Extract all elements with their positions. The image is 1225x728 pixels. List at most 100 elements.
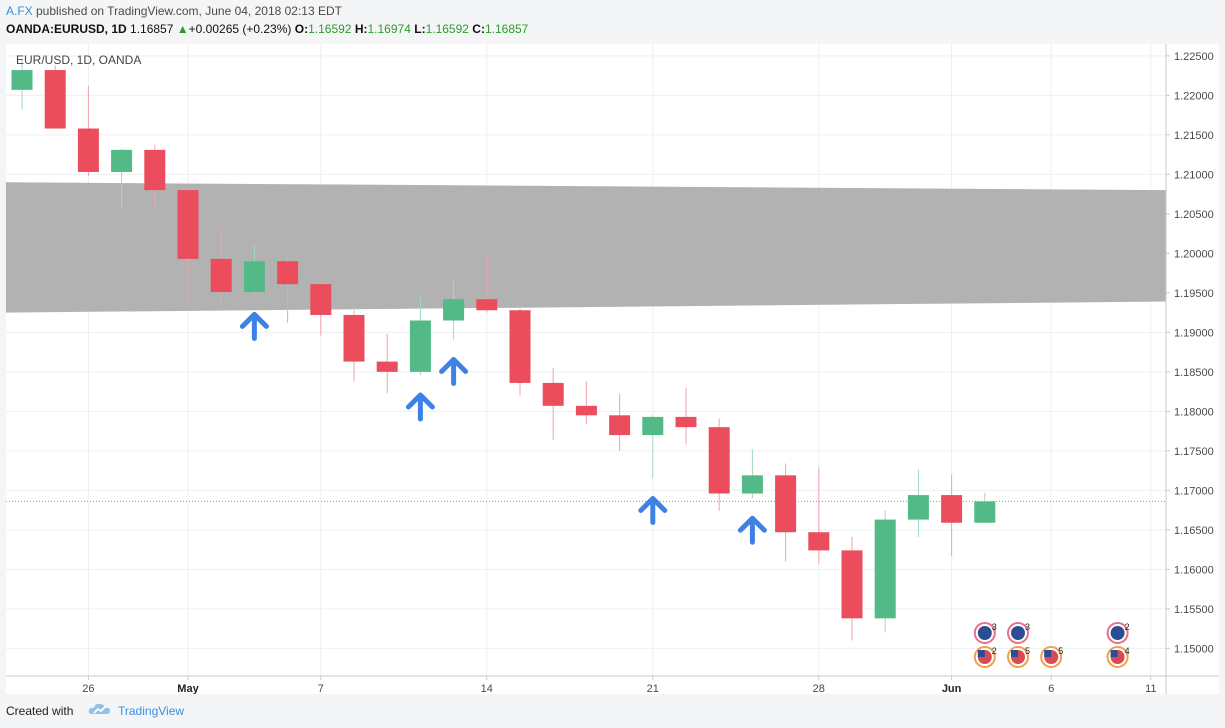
candle (974, 492, 996, 523)
close-label: C: (472, 22, 485, 36)
price-tick-label: 1.16500 (1174, 525, 1214, 537)
candle (841, 536, 863, 641)
candle-body-up (111, 149, 133, 172)
candle-body-up (974, 501, 996, 523)
time-tick-label: May (177, 683, 199, 694)
candle-body-down (509, 310, 531, 383)
footer-bar: Created with TradingView (0, 696, 1225, 728)
event-flag-canton (977, 650, 985, 657)
candle (343, 310, 365, 382)
candle-body-up (741, 475, 763, 494)
candle (642, 415, 664, 479)
eu-event-icon: 3 (1007, 622, 1030, 644)
tradingview-link[interactable]: TradingView (118, 704, 185, 718)
event-count: 2 (1125, 622, 1130, 632)
up-arrow-icon (638, 496, 668, 525)
candle (44, 65, 66, 129)
up-arrow-icon (737, 515, 767, 545)
price-tick-label: 1.18000 (1174, 406, 1214, 418)
candle (609, 393, 631, 451)
candles (11, 59, 996, 641)
time-tick-label: 21 (647, 683, 659, 694)
low-label: L: (414, 22, 426, 36)
price-tick-label: 1.22000 (1174, 90, 1214, 102)
time-tick-label: 28 (813, 683, 825, 694)
candle-body-down (177, 190, 199, 259)
us-event-icon: 4 (1106, 646, 1130, 668)
candle (542, 367, 564, 440)
candle-body-down (675, 416, 697, 428)
published-line: A.FX published on TradingView.com, June … (6, 4, 342, 18)
candle-body-down (210, 258, 232, 293)
candle (907, 469, 929, 537)
event-flag (977, 626, 992, 640)
candle-body-down (542, 382, 564, 406)
candle-body-up (11, 70, 33, 90)
price-chart[interactable]: 1.22500 1.22000 1.21500 1.21000 1.20500 1.200… (6, 44, 1219, 694)
candle (443, 278, 465, 340)
time-tick-label: 7 (318, 683, 324, 694)
price-tick-label: 1.20000 (1174, 248, 1214, 260)
price-tick-label: 1.15500 (1174, 604, 1214, 616)
candle-body-up (907, 495, 929, 520)
price-tick-label: 1.18500 (1174, 367, 1214, 379)
event-flag-canton (1044, 650, 1052, 657)
change-value: +0.00265 (+0.23%) (188, 22, 292, 36)
candle (741, 449, 763, 499)
high-label: H: (354, 22, 368, 36)
tradingview-cloud-icon[interactable] (88, 701, 112, 717)
candle-body-down (277, 261, 299, 285)
candle-body-down (941, 495, 963, 523)
time-tick-label: 11 (1145, 683, 1156, 694)
created-with-label: Created with (6, 704, 74, 718)
candle (11, 59, 33, 110)
candle (708, 418, 730, 511)
high-value: 1.16974 (367, 22, 411, 36)
candle (277, 256, 299, 323)
candle (509, 308, 531, 396)
price-tick-label: 1.20500 (1174, 209, 1214, 221)
change-up-icon: ▲ (176, 22, 189, 36)
candle (243, 245, 265, 295)
price-axis: 1.22500 1.22000 1.21500 1.21000 1.20500 1.200… (1166, 51, 1214, 655)
price-tick-label: 1.17500 (1174, 446, 1214, 458)
candle-body-down (775, 475, 797, 533)
chart-title: EUR/USD, 1D, OANDA (16, 53, 141, 67)
time-tick-label: 14 (481, 683, 493, 694)
event-flag (1110, 626, 1125, 640)
event-flag (1011, 626, 1025, 640)
low-value: 1.16592 (425, 22, 469, 36)
candle (874, 510, 896, 633)
candle (376, 333, 398, 394)
header-bar: A.FX published on TradingView.com, June … (0, 0, 1225, 44)
candle-body-down (376, 361, 398, 372)
candle (409, 295, 431, 376)
candle-body-down (609, 415, 631, 436)
author-link[interactable]: A.FX (6, 4, 33, 18)
candle-body-down (708, 427, 730, 494)
candle (310, 282, 332, 336)
price-tick-label: 1.19500 (1174, 288, 1214, 300)
event-flag-canton (1110, 650, 1118, 657)
candle (675, 387, 697, 445)
event-count: 5 (1058, 646, 1063, 656)
event-flag-canton (1011, 650, 1018, 657)
eu-event-icon: 2 (1106, 622, 1130, 644)
us-event-icon: 2 (973, 646, 997, 668)
close-value: 1.16857 (484, 22, 529, 36)
eu-event-icon: 3 (973, 622, 997, 644)
symbol-label: OANDA:EURUSD, 1D (6, 22, 127, 36)
candle (775, 463, 797, 562)
time-tick-label: 26 (82, 683, 94, 694)
candle-body-down (841, 550, 863, 619)
candle-body-down (144, 149, 166, 191)
candle (177, 188, 199, 301)
candle (77, 85, 99, 176)
us-event-icon: 5 (1040, 646, 1063, 668)
up-arrow-icon (405, 392, 435, 422)
candle-body-down (44, 70, 66, 129)
candle-body-down (310, 284, 332, 315)
chart-pane[interactable]: 1.22500 1.22000 1.21500 1.21000 1.20500 1.200… (6, 44, 1219, 694)
price-tick-label: 1.17000 (1174, 485, 1214, 497)
event-count: 5 (1025, 646, 1030, 656)
